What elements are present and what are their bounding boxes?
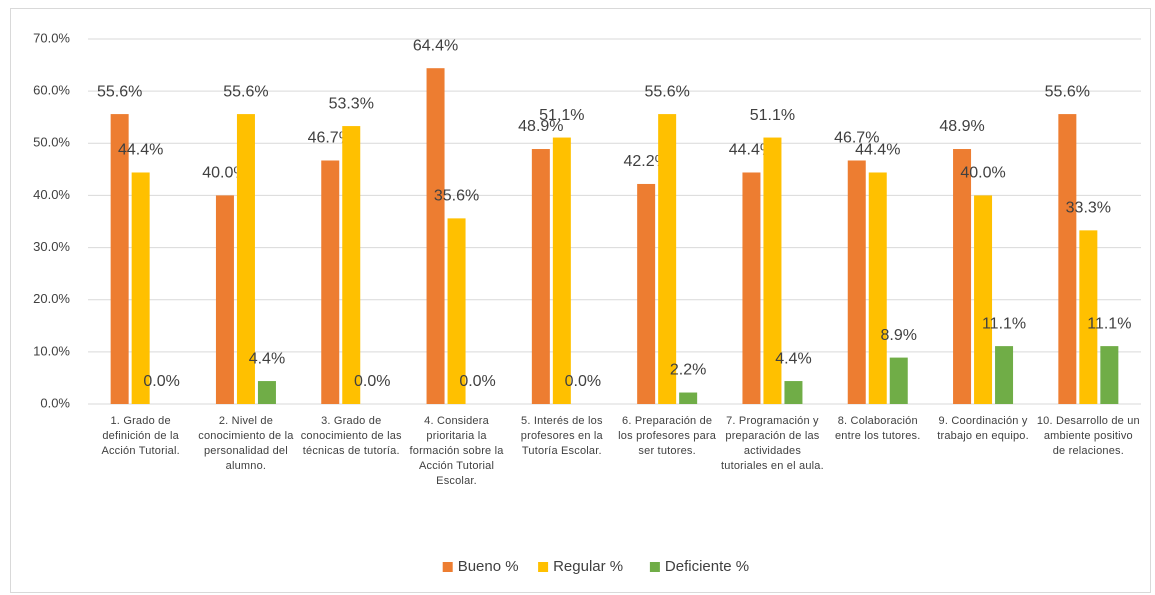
x-tick-label: 7. Programación y preparación de las act… [721, 415, 824, 472]
bar [763, 137, 782, 405]
bar [847, 160, 866, 404]
y-tick-label: 60.0% [33, 83, 70, 98]
data-label: 40.0% [202, 165, 247, 182]
bar [131, 172, 150, 404]
legend-swatch [649, 562, 660, 572]
x-tick-label: 5. Interés de los profesores en la Tutor… [520, 415, 603, 457]
bar [889, 357, 908, 404]
y-tick-label: 10.0% [33, 343, 70, 358]
bar [995, 346, 1014, 404]
data-label: 0.0% [459, 373, 495, 390]
chart-border [10, 8, 1151, 593]
legend-swatch [538, 562, 549, 572]
x-tick-label: 2. Nivel de conocimiento de la personali… [198, 415, 294, 472]
bar [658, 114, 677, 404]
legend-label: Deficiente % [665, 558, 749, 575]
y-tick-label: 40.0% [33, 187, 70, 202]
bar [953, 149, 972, 404]
data-label: 4.4% [249, 350, 285, 367]
bar [1100, 346, 1119, 404]
data-label: 0.0% [565, 373, 601, 390]
bar [637, 183, 656, 404]
data-label: 51.1% [750, 107, 795, 124]
x-tick-label: 4. Considera prioritaria la formación so… [409, 415, 504, 487]
data-label: 0.0% [143, 373, 179, 390]
legend-label: Bueno % [458, 558, 519, 575]
y-tick-label: 20.0% [33, 291, 70, 306]
x-tick-label: 9. Coordinación y trabajo en equipo. [937, 415, 1029, 442]
data-label: 4.4% [775, 350, 811, 367]
bar [552, 137, 571, 405]
bar [868, 172, 887, 404]
data-label: 46.7% [834, 130, 879, 147]
data-label: 53.3% [329, 95, 374, 112]
data-label: 55.6% [223, 83, 268, 100]
data-label: 11.1% [982, 315, 1026, 332]
bar [447, 218, 466, 404]
data-label: 35.6% [434, 188, 479, 205]
bar [784, 381, 803, 404]
bar [531, 149, 550, 404]
bar [342, 126, 361, 404]
data-label: 2.2% [670, 362, 706, 379]
bar [1058, 114, 1077, 404]
bar [974, 195, 993, 404]
legend-swatch [442, 562, 453, 572]
data-label: 64.4% [413, 37, 458, 54]
bar [426, 68, 445, 404]
bar [321, 160, 340, 404]
data-label: 55.6% [644, 83, 689, 100]
x-tick-label: 8. Colaboración entre los tutores. [834, 415, 921, 442]
data-label: 44.4% [855, 142, 900, 159]
data-label: 33.3% [1066, 200, 1111, 217]
legend-label: Regular % [553, 558, 623, 575]
y-tick-label: 50.0% [33, 135, 70, 150]
x-tick-label: 6. Preparación de los profesores para se… [618, 415, 717, 457]
x-tick-label: 10. Desarrollo de un ambiente positivo d… [1036, 415, 1140, 457]
data-label: 11.1% [1087, 315, 1131, 332]
y-tick-label: 0.0% [40, 395, 70, 410]
y-tick-label: 30.0% [33, 239, 70, 254]
data-label: 55.6% [97, 83, 142, 100]
bar [742, 172, 761, 404]
data-label: 48.9% [518, 118, 563, 135]
bar [257, 381, 276, 404]
data-label: 46.7% [308, 130, 353, 147]
x-tick-label: 3. Grado de conocimiento de las técnicas… [300, 415, 402, 457]
bar [215, 195, 234, 404]
data-label: 48.9% [939, 118, 984, 135]
data-label: 55.6% [1045, 83, 1090, 100]
data-label: 0.0% [354, 373, 390, 390]
data-label: 44.4% [729, 142, 774, 159]
y-tick-label: 70.0% [33, 30, 70, 45]
bar [1079, 230, 1098, 404]
data-label: 8.9% [881, 327, 917, 344]
bar [679, 392, 698, 404]
data-label: 51.1% [539, 107, 584, 124]
data-label: 40.0% [960, 165, 1005, 182]
data-label: 42.2% [623, 153, 668, 170]
x-tick-label: 1. Grado de definición de la Acción Tuto… [101, 415, 180, 457]
data-label: 44.4% [118, 142, 163, 159]
bar [236, 114, 255, 404]
bar [110, 114, 129, 404]
